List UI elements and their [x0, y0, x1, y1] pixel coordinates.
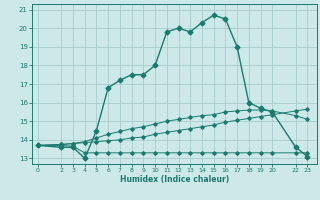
X-axis label: Humidex (Indice chaleur): Humidex (Indice chaleur) [120, 175, 229, 184]
